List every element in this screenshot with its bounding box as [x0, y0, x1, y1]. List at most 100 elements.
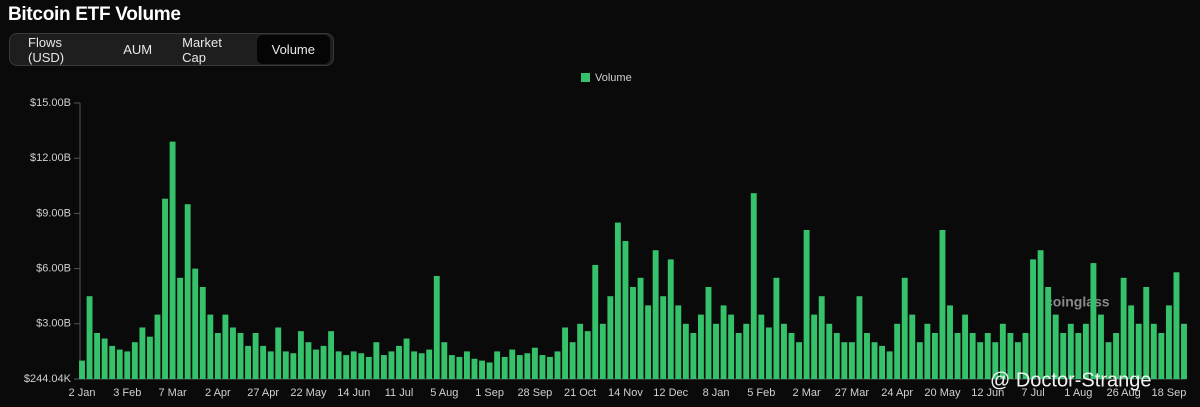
y-tick-label: $15.00B [30, 97, 71, 109]
bar [547, 356, 553, 379]
bar [992, 342, 999, 379]
bar [713, 323, 719, 379]
bar [667, 259, 674, 379]
bar [260, 345, 267, 379]
bar [1015, 342, 1021, 379]
bar [697, 314, 704, 379]
bar [494, 351, 501, 379]
bar [773, 277, 780, 379]
bar [86, 296, 93, 379]
y-tick-label: $12.00B [30, 152, 71, 164]
bar [894, 323, 901, 379]
bar [728, 314, 735, 379]
bar [1067, 323, 1074, 379]
bar [750, 193, 757, 379]
x-tick-label: 24 Apr [881, 387, 913, 399]
bar [826, 323, 833, 379]
bar [584, 331, 591, 379]
bar [418, 353, 425, 379]
bar [486, 362, 493, 379]
bar [426, 349, 433, 379]
bar [622, 241, 629, 379]
y-tick-label: $6.00B [36, 263, 71, 275]
tab-active[interactable]: Volume [256, 35, 330, 64]
bar [456, 356, 463, 379]
bar [464, 351, 470, 379]
bar [796, 342, 802, 379]
bar [131, 342, 138, 379]
bar [788, 333, 795, 379]
tab[interactable]: Market Cap [182, 34, 222, 65]
bar [554, 351, 561, 379]
bar [901, 277, 908, 379]
bar [924, 323, 931, 379]
bar [448, 355, 455, 379]
bar [267, 351, 274, 379]
x-tick-label: 20 May [924, 387, 961, 399]
bar [501, 356, 508, 379]
bar [841, 342, 848, 379]
bar [335, 351, 342, 379]
bar [230, 327, 236, 379]
bar [305, 342, 312, 379]
bar [94, 333, 101, 379]
bar [380, 355, 387, 379]
bar [705, 287, 712, 379]
bar [818, 296, 825, 379]
bar [1173, 272, 1180, 379]
bar [954, 333, 961, 379]
bar [607, 296, 614, 379]
x-tick-label: 22 May [290, 387, 327, 399]
x-tick-label: 12 Dec [653, 387, 688, 399]
bar [765, 327, 772, 379]
bar [214, 333, 221, 379]
bar [433, 275, 440, 379]
x-tick-label: 2 Mar [793, 387, 821, 399]
bar [848, 342, 855, 379]
tab[interactable]: Flows (USD) [28, 34, 65, 65]
bar [909, 314, 916, 379]
x-tick-label: 1 Sep [475, 387, 504, 399]
tab[interactable]: AUM [123, 42, 153, 57]
bar [1090, 263, 1097, 379]
bar [1135, 323, 1142, 379]
bar [358, 353, 365, 379]
y-tick-label: $3.00B [36, 318, 71, 330]
x-tick-label: 8 Jan [703, 387, 730, 399]
x-tick-label: 11 Jul [385, 387, 414, 399]
bar [101, 338, 108, 379]
bar [124, 351, 131, 379]
bar [660, 296, 667, 379]
x-tick-label: 26 Aug [1106, 387, 1140, 399]
bar [599, 323, 606, 379]
bar [245, 345, 251, 379]
x-tick-label: 7 Jul [1021, 387, 1044, 399]
bar [984, 333, 991, 379]
x-tick-label: 5 Aug [430, 387, 458, 399]
bar [169, 141, 176, 379]
bar [1113, 333, 1120, 379]
bar [479, 360, 485, 379]
bar [146, 336, 153, 379]
bar [962, 314, 969, 379]
bar [396, 345, 402, 379]
tab-bar: Flows (USD) AUM Market Cap Volume [9, 33, 334, 66]
bar [252, 333, 259, 379]
bar [1098, 314, 1104, 379]
bar [1022, 333, 1029, 379]
x-tick-label: 14 Nov [608, 387, 643, 399]
bar [539, 355, 546, 379]
bar [690, 333, 697, 379]
bar [328, 331, 335, 379]
bar [109, 345, 116, 379]
bar [577, 323, 584, 379]
x-tick-label: 12 Jun [971, 387, 1004, 399]
bar [1105, 342, 1112, 379]
bar [222, 314, 229, 379]
bar [969, 333, 976, 379]
bar [1120, 277, 1127, 379]
bar [1150, 323, 1157, 379]
bar [509, 349, 516, 379]
